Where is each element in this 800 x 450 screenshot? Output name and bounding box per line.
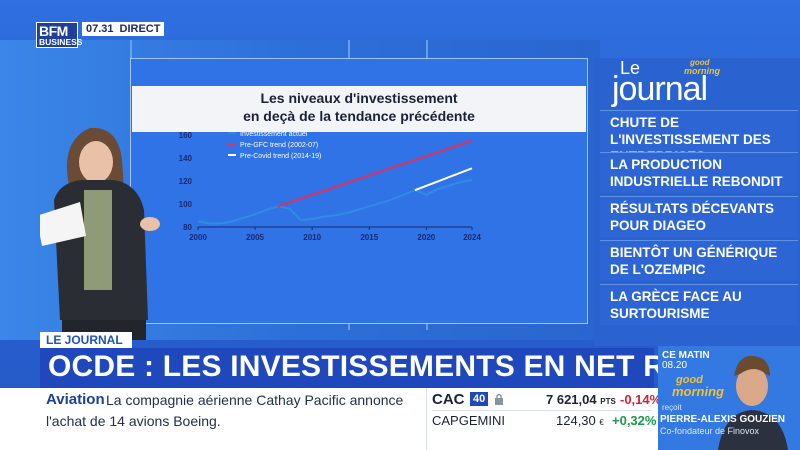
series-line-3 [414, 167, 473, 192]
guest-photo [658, 346, 800, 450]
x-tick-label: 2000 [189, 233, 207, 242]
index-value: 7 621,04 PTS [546, 392, 616, 407]
promo-box [658, 346, 800, 450]
y-tick-label: 80 [183, 223, 192, 232]
index-value-number: 7 621,04 [546, 392, 597, 407]
channel-logo: BFM BUSINESS [36, 22, 82, 48]
journal-item: LA PRODUCTION INDUSTRIELLE REBONDIT [600, 152, 798, 193]
index-badge: 40 [470, 392, 489, 406]
index-name: CAC [432, 391, 465, 408]
x-tick-label: 2015 [360, 233, 378, 242]
stock-change: +0,32% [612, 413, 657, 428]
ticker-category: Aviation [46, 391, 105, 408]
promo-recoit: reçoit [662, 403, 682, 412]
chart-title-line1: Les niveaux d'investissement [260, 90, 458, 106]
channel-logo-bottom: BUSINESS [39, 37, 83, 47]
y-tick-label: 140 [179, 154, 193, 163]
section-tag: LE JOURNAL [40, 332, 132, 348]
presenter [40, 127, 160, 340]
series-line-2 [277, 139, 473, 208]
market-divider [432, 410, 652, 411]
channel-logo-top: BFM [39, 23, 68, 39]
headline-bar [40, 348, 654, 388]
x-tick-label: 2024 [463, 233, 481, 242]
promo-time: 08.20 [662, 360, 688, 371]
stock-value: 124,30 € [556, 413, 604, 428]
legend-label: Pre-Covid trend (2014-19) [240, 153, 321, 160]
y-tick-label: 120 [179, 177, 193, 186]
market-ticker [426, 388, 659, 450]
news-ticker [0, 388, 426, 450]
x-tick-label: 2005 [246, 233, 264, 242]
y-tick-label: 100 [179, 200, 193, 209]
x-tick-label: 2010 [303, 233, 321, 242]
journal-logo: journal [612, 70, 708, 108]
journal-item: RÉSULTATS DÉCEVANTS POUR DIAGEO [600, 196, 798, 237]
legend-label: Investissement actuel [240, 131, 308, 138]
journal-item: BIENTÔT UN GÉNÉRIQUE DE L'OZEMPIC [600, 240, 798, 281]
show-logo-bottom: morning [672, 384, 724, 399]
series-line-1 [197, 178, 473, 225]
journal-logo-le: Le [620, 58, 641, 78]
show-logo-top: good [676, 374, 703, 386]
ticker-text: l'achat de 14 avions Boeing. [46, 413, 221, 429]
guest-name: PIERRE-ALEXIS GOUZIEN [660, 414, 786, 425]
stock-value-number: 124,30 [556, 413, 596, 428]
good-morning-logo-top: good [690, 58, 710, 67]
y-tick-label: 160 [179, 131, 193, 140]
headline: OCDE : LES INVESTISSEMENTS EN NET RECUL [48, 350, 748, 383]
chart-title-line2: en deçà de la tendance précédente [243, 108, 475, 124]
live-badge: DIRECT [119, 23, 161, 35]
good-morning-logo-bottom: morning [684, 66, 720, 76]
live-time-box: 07.31 DIRECT [82, 22, 165, 36]
stock-name: CAPGEMINI [432, 413, 505, 428]
x-tick-label: 2020 [417, 233, 435, 242]
index-unit: PTS [600, 397, 616, 406]
journal-item: LA GRÈCE FACE AU SURTOURISME [600, 284, 798, 325]
legend-label: Pre-GFC trend (2002-07) [240, 142, 318, 149]
clock-time: 07.31 [86, 23, 114, 35]
stock-unit: € [599, 418, 604, 427]
plot-background [132, 132, 586, 252]
ticker-text: La compagnie aérienne Cathay Pacific ann… [106, 392, 404, 408]
lock-icon [495, 393, 503, 405]
investment-chart: 80 100 120 140 160 2000 2005 2010 2015 2020 2024 In… [132, 131, 586, 252]
index-change: -0,14% [620, 392, 662, 407]
guest-role: Co-fondateur de Finovox [660, 426, 760, 436]
promo-label: CE MATIN [662, 350, 710, 361]
